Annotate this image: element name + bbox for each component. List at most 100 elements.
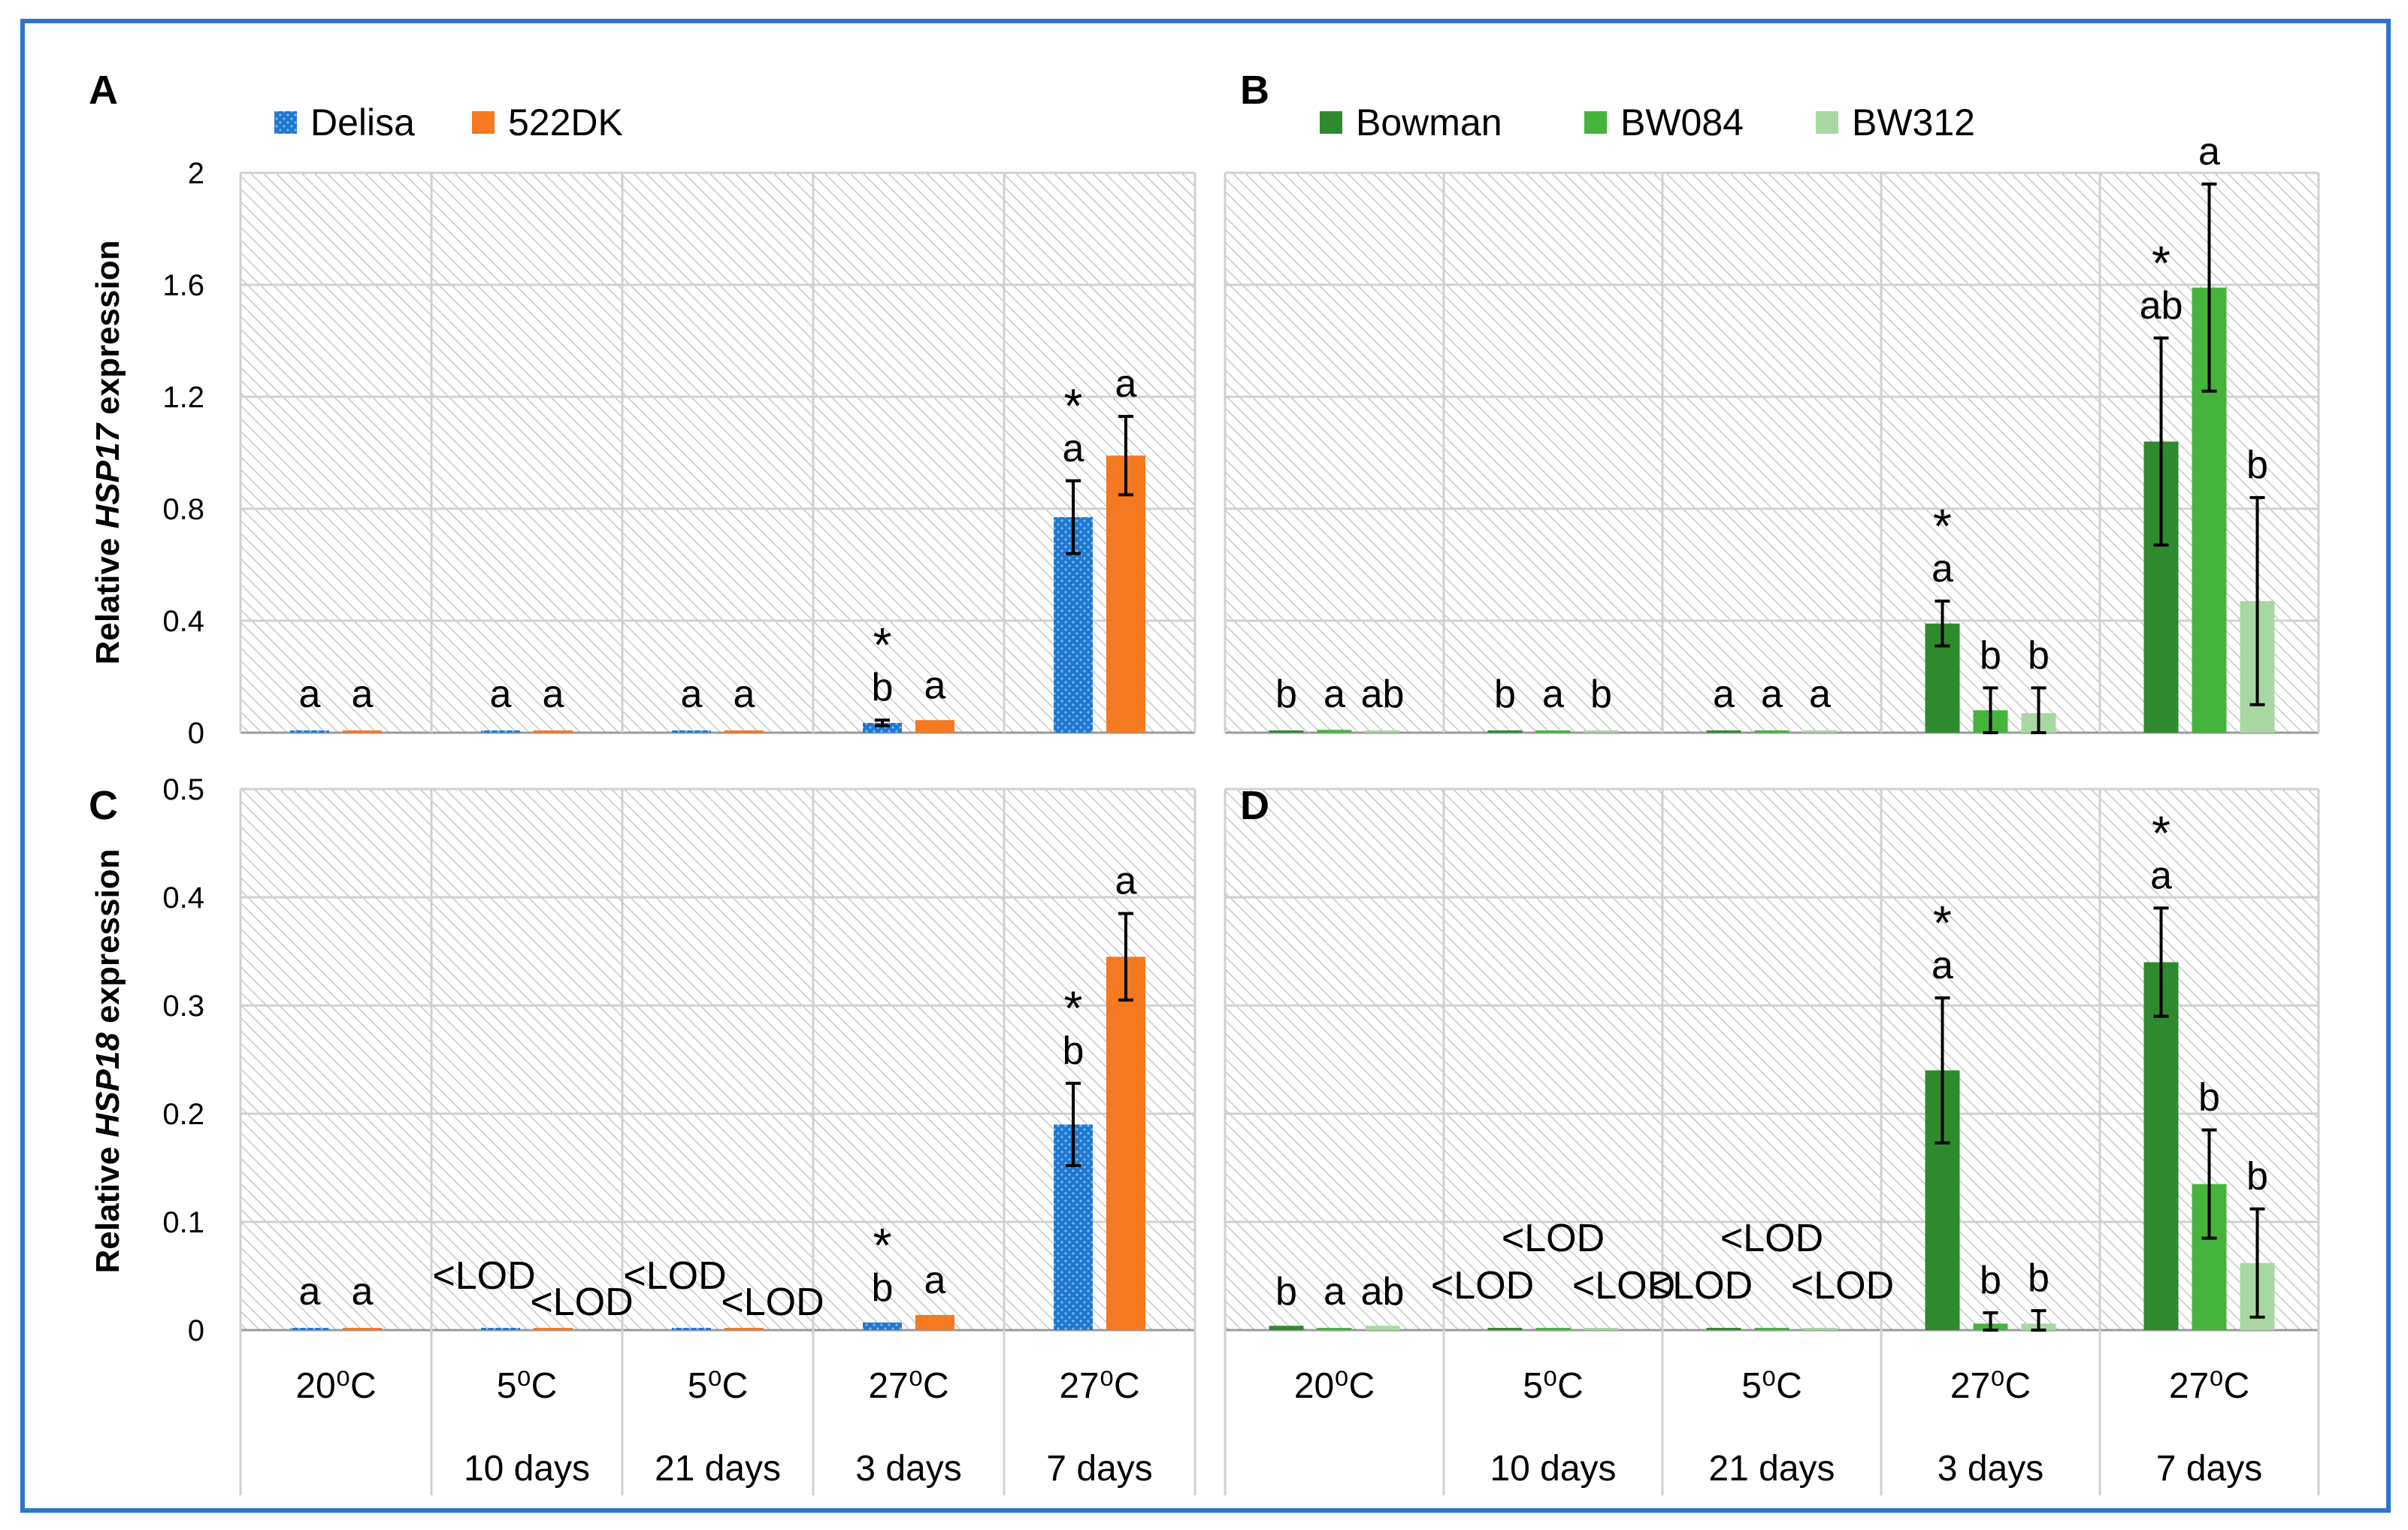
significance-label: a <box>299 1270 321 1314</box>
panel-letter-c: C <box>89 783 118 828</box>
x-tick-duration: 7 days <box>1046 1449 1152 1489</box>
y-tick-label: 1.6 <box>162 269 204 302</box>
legend-left: Delisa 522DK <box>274 101 623 144</box>
significance-label: <LOD <box>1431 1264 1534 1308</box>
x-tick-temperature: 20⁰C <box>295 1366 376 1406</box>
significance-label: b <box>2028 1256 2050 1300</box>
significance-label: <LOD <box>530 1281 633 1324</box>
bar-bw312-d <box>1584 1328 1619 1330</box>
legend-label-bw084: BW084 <box>1620 101 1744 144</box>
significance-star: * <box>1933 896 1952 950</box>
significance-label: b <box>1494 673 1516 716</box>
bar-522dk-a <box>725 730 764 733</box>
legend-label-bowman: Bowman <box>1356 101 1502 144</box>
significance-label: <LOD <box>1572 1264 1675 1308</box>
bar-delisa-c <box>672 1328 711 1330</box>
y-tick-label: 0.3 <box>162 990 204 1023</box>
panel-a-plot-area <box>240 173 1195 733</box>
bar-bowman-d <box>1706 1328 1741 1330</box>
bar-bowman-d <box>1487 1328 1523 1330</box>
significance-label: <LOD <box>1650 1264 1753 1308</box>
bar-delisa-c <box>290 1328 329 1330</box>
bar-delisa-a <box>481 730 520 733</box>
y-tick-label: 0 <box>188 1314 204 1347</box>
bar-bw312-d <box>1802 1328 1838 1330</box>
panel-d-plot-area <box>1225 789 2319 1330</box>
y-tick-label: 0 <box>188 717 204 750</box>
y-tick-label: 0.2 <box>162 1098 204 1131</box>
significance-label: b <box>2246 443 2268 487</box>
bar-delisa-a <box>672 730 711 733</box>
legend-label-delisa: Delisa <box>310 101 415 144</box>
y-axis-title-bottom: Relative HSP18 expression <box>89 849 126 1274</box>
bar-522dk-c <box>725 1328 764 1330</box>
y-tick-label: 0.1 <box>162 1206 204 1239</box>
y-ticks-bottom: 0 0.1 0.2 0.3 0.4 0.5 <box>162 773 204 1347</box>
significance-label: a <box>299 673 321 716</box>
significance-label: <LOD <box>432 1254 535 1298</box>
y-tick-label: 0.4 <box>162 881 204 915</box>
panel-letter-b: B <box>1240 68 1269 113</box>
significance-label: b <box>2198 1076 2220 1120</box>
bar-bw312-b <box>1802 730 1838 733</box>
significance-label: b <box>1980 1259 2001 1302</box>
significance-label: a <box>490 673 512 716</box>
significance-label: a <box>1115 860 1137 903</box>
significance-label: <LOD <box>1720 1217 1823 1260</box>
x-tick-temperature: 5⁰C <box>1741 1366 1802 1406</box>
significance-label: a <box>1713 673 1735 716</box>
bar-522dk-a <box>1106 455 1145 733</box>
legend-label-bw312: BW312 <box>1852 101 1975 144</box>
bar-bw084-d <box>1535 1328 1571 1330</box>
x-tick-temperature: 5⁰C <box>497 1366 558 1406</box>
x-tick-temperature: 27⁰C <box>1059 1366 1139 1406</box>
significance-star: * <box>2152 236 2171 290</box>
legend-label-522dk: 522DK <box>508 101 623 144</box>
x-tick-duration: 21 days <box>1708 1449 1835 1489</box>
significance-label: ab <box>2140 284 2183 328</box>
bar-522dk-a <box>915 720 954 733</box>
significance-star: * <box>2152 806 2171 860</box>
legend-right: Bowman BW084 BW312 <box>1320 101 1975 144</box>
bar-bw084-d <box>1317 1328 1352 1330</box>
x-tick-duration: 7 days <box>2156 1449 2262 1489</box>
panel-b-plot-area <box>1225 173 2319 733</box>
bar-bw084-b <box>1754 730 1789 733</box>
y-axis-title-top: Relative HSP17 expression <box>89 240 126 665</box>
significance-label: a <box>734 673 755 716</box>
significance-star: * <box>873 618 892 672</box>
significance-label: b <box>1275 1270 1297 1314</box>
x-tick-temperature: 5⁰C <box>688 1366 749 1406</box>
bar-bw312-b <box>1365 730 1400 733</box>
bar-bowman-b <box>1487 730 1523 733</box>
significance-label: b <box>1275 673 1297 716</box>
significance-star: * <box>1064 379 1083 433</box>
bar-bowman-b <box>1706 730 1741 733</box>
bar-522dk-c <box>343 1328 382 1330</box>
significance-label: ab <box>1361 1270 1405 1314</box>
x-tick-duration: 3 days <box>1938 1449 2043 1489</box>
significance-label: a <box>681 673 703 716</box>
significance-label: <LOD <box>1502 1217 1605 1260</box>
significance-label: a <box>924 1259 946 1302</box>
significance-label: b <box>2028 633 2050 677</box>
x-tick-temperature: 27⁰C <box>868 1366 948 1406</box>
significance-label: b <box>872 1266 894 1310</box>
bar-522dk-a <box>343 730 382 733</box>
panel-letter-d: D <box>1240 783 1269 828</box>
legend-swatch-bowman <box>1320 111 1342 134</box>
bar-522dk-c <box>1106 957 1145 1330</box>
significance-label: a <box>352 673 374 716</box>
x-tick-duration: 10 days <box>464 1449 590 1489</box>
bars <box>290 182 2275 1332</box>
significance-label: a <box>2150 854 2172 897</box>
x-tick-temperature: 27⁰C <box>2169 1366 2249 1406</box>
significance-star: * <box>1933 499 1952 553</box>
significance-label: a <box>1809 673 1831 716</box>
bar-522dk-a <box>534 730 573 733</box>
significance-label: a <box>1932 547 1953 591</box>
bar-bowman-d <box>1269 1326 1304 1330</box>
bar-delisa-c <box>863 1322 902 1330</box>
bar-bw084-d <box>1754 1328 1789 1330</box>
